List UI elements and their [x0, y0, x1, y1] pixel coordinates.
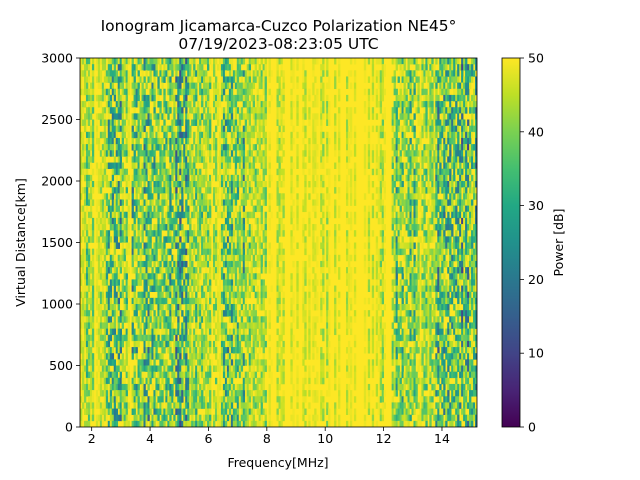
- heatmap: [80, 58, 477, 427]
- colorbar-tick-label: 0: [528, 420, 536, 435]
- x-tick-label: 12: [376, 431, 392, 446]
- colorbar-ticks: 0 10 20 30 40 50: [520, 51, 544, 435]
- colorbar-tick-label: 20: [528, 272, 544, 287]
- x-axis-label: Frequency[MHz]: [227, 455, 328, 470]
- x-tick-label: 6: [204, 431, 212, 446]
- x-tick-label: 8: [263, 431, 271, 446]
- colorbar-gradient: [502, 58, 520, 427]
- y-axis-label: Virtual Distance[km]: [13, 178, 28, 307]
- y-tick-label: 2000: [41, 174, 73, 189]
- chart-title-line-2: 07/19/2023-08:23:05 UTC: [178, 35, 379, 53]
- x-tick-label: 4: [146, 431, 154, 446]
- y-tick-label: 2500: [41, 112, 73, 127]
- x-tick-label: 2: [88, 431, 96, 446]
- colorbar-tick-label: 40: [528, 124, 544, 139]
- x-tick-label: 10: [317, 431, 333, 446]
- y-axis: 0 500 1000 1500 2000 2500 3000: [41, 51, 80, 435]
- x-tick-label: 14: [434, 431, 450, 446]
- y-tick-label: 0: [65, 420, 73, 435]
- colorbar: 0 10 20 30 40 50 Power [dB]: [501, 51, 566, 435]
- y-tick-label: 500: [49, 358, 73, 373]
- chart-title-line-1: Ionogram Jicamarca-Cuzco Polarization NE…: [100, 17, 457, 35]
- colorbar-label: Power [dB]: [551, 208, 566, 276]
- colorbar-tick-label: 10: [528, 346, 544, 361]
- y-tick-label: 1000: [41, 297, 73, 312]
- colorbar-frame: [501, 57, 521, 428]
- y-tick-label: 3000: [41, 51, 73, 66]
- x-axis: 2 4 6 8 10 12 14: [88, 427, 450, 446]
- y-tick-label: 1500: [41, 235, 73, 250]
- colorbar-tick-label: 50: [528, 51, 544, 66]
- colorbar-tick-label: 30: [528, 198, 544, 213]
